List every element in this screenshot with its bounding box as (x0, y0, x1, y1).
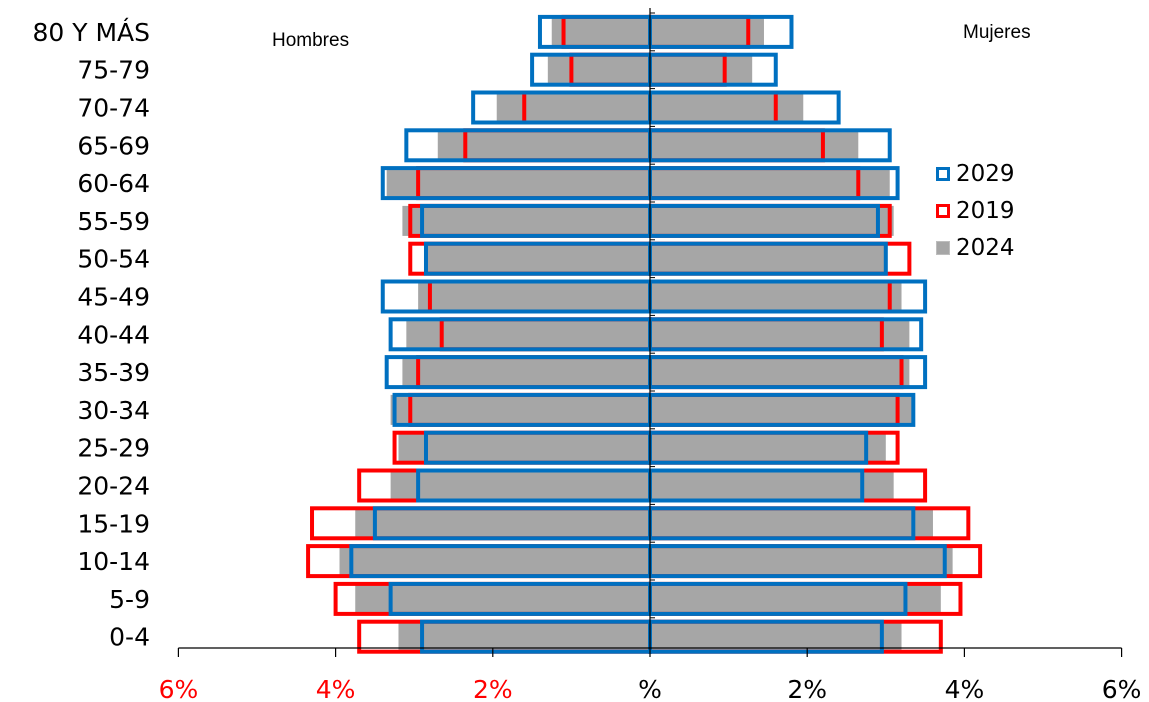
bar-2024-men-35-39 (402, 357, 650, 388)
category-label-80-y-más: 80 Y MÁS (32, 18, 150, 47)
legend-label-2019: 2019 (956, 197, 1015, 224)
bar-2024-women-20-24 (650, 470, 894, 501)
x-tick-label-left: 2% (473, 675, 513, 702)
bar-2024-men-50-54 (425, 243, 650, 274)
legend: 2029 2019 2024 (936, 155, 1015, 266)
bar-2024-women-55-59 (650, 205, 894, 236)
bar-2024-men-60-64 (386, 168, 650, 199)
category-label-15-19: 15-19 (77, 509, 150, 538)
bar-2024-men-25-29 (398, 432, 650, 463)
category-label-0-4: 0-4 (109, 623, 150, 652)
category-label-10-14: 10-14 (77, 547, 150, 576)
bar-2024-women-35-39 (650, 357, 910, 388)
bar-2024-women-15-19 (650, 508, 933, 539)
bar-2024-women-60-64 (650, 168, 890, 199)
bar-2024-women-70-74 (650, 92, 804, 123)
bar-2024-men-0-4 (398, 621, 650, 652)
category-label-50-54: 50-54 (77, 245, 150, 274)
bar-2024-men-40-44 (406, 319, 650, 350)
category-label-65-69: 65-69 (77, 131, 150, 160)
legend-label-2024: 2024 (956, 234, 1015, 261)
category-label-55-59: 55-59 (77, 207, 150, 236)
bar-2024-men-55-59 (402, 205, 650, 236)
bar-2024-women-45-49 (650, 281, 902, 312)
category-label-30-34: 30-34 (77, 396, 150, 425)
bar-2024-women-50-54 (650, 243, 886, 274)
bar-2024-women-30-34 (650, 394, 914, 425)
men-side-label: Hombres (272, 30, 350, 51)
bar-2024-men-75-79 (547, 54, 650, 85)
bar-2024-men-10-14 (339, 546, 650, 577)
x-tick-label-left: 4% (316, 675, 356, 702)
x-tick-label-right: 4% (945, 675, 985, 702)
x-tick-label-right: % (638, 675, 662, 702)
legend-item-2024: 2024 (936, 229, 1015, 266)
women-side-label: Mujeres (963, 22, 1031, 43)
bar-2024-men-70-74 (496, 92, 650, 123)
bar-2024-women-80-y-más (650, 16, 764, 47)
category-label-20-24: 20-24 (77, 472, 150, 501)
bar-2024-men-5-9 (355, 583, 650, 614)
bar-2024-women-65-69 (650, 130, 859, 161)
bar-2024-men-20-24 (390, 470, 650, 501)
bar-2024-men-30-34 (390, 394, 650, 425)
legend-item-2029: 2029 (936, 155, 1015, 192)
bar-2024-women-75-79 (650, 54, 753, 85)
bar-2024-women-5-9 (650, 583, 941, 614)
bar-2024-men-15-19 (355, 508, 650, 539)
legend-swatch-2019 (936, 203, 950, 218)
bar-2024-women-25-29 (650, 432, 886, 463)
x-tick-label-left: 6% (159, 675, 199, 702)
x-tick-label-right: 6% (1102, 675, 1142, 702)
bar-2024-men-65-69 (437, 130, 650, 161)
category-label-75-79: 75-79 (77, 56, 150, 85)
x-tick-label-right: 2% (787, 675, 827, 702)
legend-item-2019: 2019 (936, 192, 1015, 229)
category-label-35-39: 35-39 (77, 358, 150, 387)
legend-label-2029: 2029 (956, 160, 1015, 187)
category-label-40-44: 40-44 (77, 320, 150, 349)
category-label-45-49: 45-49 (77, 283, 150, 312)
category-label-70-74: 70-74 (77, 94, 150, 123)
legend-swatch-2029 (936, 166, 950, 181)
bar-2024-women-0-4 (650, 621, 902, 652)
legend-swatch-2024 (936, 240, 950, 255)
bar-2024-men-45-49 (418, 281, 650, 312)
bar-2024-women-10-14 (650, 546, 953, 577)
category-label-60-64: 60-64 (77, 169, 150, 198)
category-label-25-29: 25-29 (77, 434, 150, 463)
bar-2024-men-80-y-más (551, 16, 650, 47)
bar-2024-women-40-44 (650, 319, 910, 350)
category-label-5-9: 5-9 (109, 585, 150, 614)
